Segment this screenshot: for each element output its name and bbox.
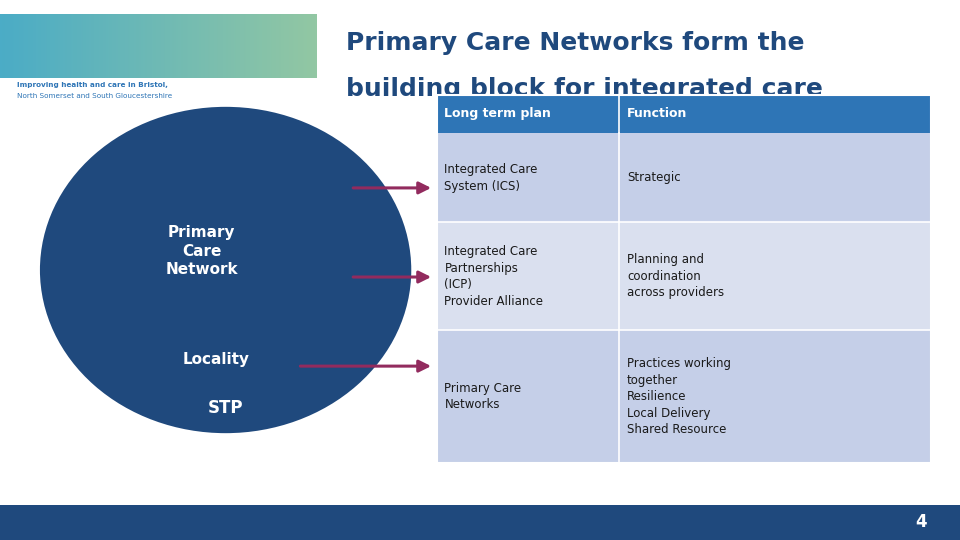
Ellipse shape xyxy=(67,119,365,383)
Ellipse shape xyxy=(96,130,307,329)
Text: Together: Together xyxy=(79,33,153,49)
Bar xyxy=(437,133,619,222)
Text: Primary Care Networks form the: Primary Care Networks form the xyxy=(346,31,804,55)
Text: Integrated Care
System (ICS): Integrated Care System (ICS) xyxy=(444,163,538,193)
Bar xyxy=(437,94,931,463)
Text: 4: 4 xyxy=(915,513,926,531)
Text: Locality: Locality xyxy=(182,352,250,367)
Bar xyxy=(437,330,619,463)
Text: Strategic: Strategic xyxy=(627,171,681,185)
Text: Long term plan: Long term plan xyxy=(444,107,551,120)
Text: Healthier: Healthier xyxy=(17,33,89,49)
Ellipse shape xyxy=(38,105,413,435)
Text: Function: Function xyxy=(627,107,687,120)
Text: Primary Care
Networks: Primary Care Networks xyxy=(444,382,521,411)
Text: Primary
Care
Network: Primary Care Network xyxy=(165,225,238,277)
Text: STP: STP xyxy=(208,399,243,417)
Text: North Somerset and South Gloucestershire: North Somerset and South Gloucestershire xyxy=(17,93,173,99)
Text: building block for integrated care: building block for integrated care xyxy=(346,77,823,101)
Bar xyxy=(437,94,931,133)
Text: Integrated Care
Partnerships
(ICP)
Provider Alliance: Integrated Care Partnerships (ICP) Provi… xyxy=(444,245,543,308)
Bar xyxy=(0,505,960,540)
Bar xyxy=(619,133,931,222)
Bar xyxy=(437,222,619,330)
Bar xyxy=(619,222,931,330)
Bar xyxy=(619,330,931,463)
Text: Improving health and care in Bristol,: Improving health and care in Bristol, xyxy=(17,82,168,88)
Text: Practices working
together
Resilience
Local Delivery
Shared Resource: Practices working together Resilience Lo… xyxy=(627,357,731,436)
Text: Planning and
coordination
across providers: Planning and coordination across provide… xyxy=(627,253,724,300)
